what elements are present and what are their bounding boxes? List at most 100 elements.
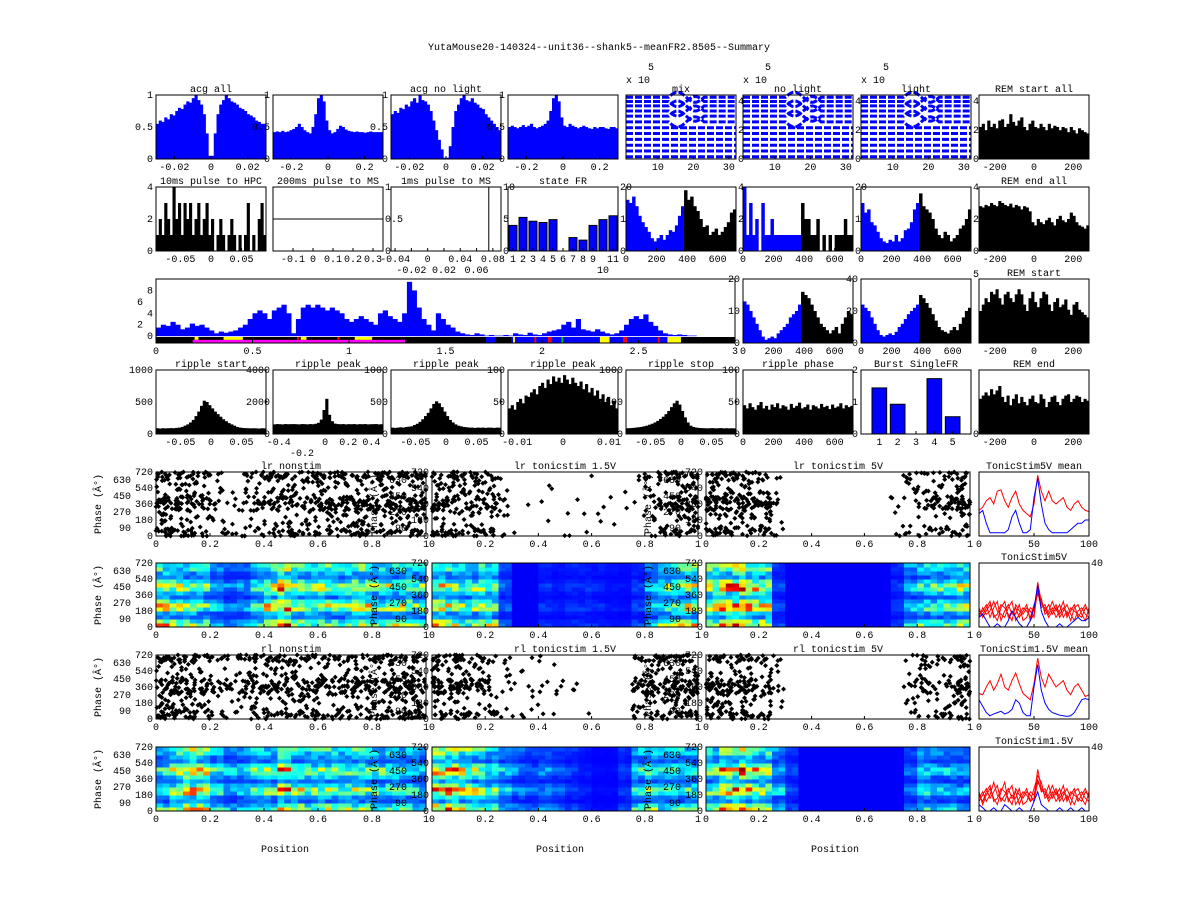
histogram-bar (671, 231, 676, 251)
histogram-bar (322, 410, 326, 434)
plot-frame (272, 186, 384, 252)
heatmap-cell (844, 563, 852, 568)
bar (548, 219, 558, 252)
heatmap-cell (210, 611, 218, 616)
histogram-bar (1056, 298, 1060, 343)
heatmap-cell (897, 563, 905, 568)
spike-point (305, 479, 311, 485)
heatmap-cell (525, 587, 533, 592)
spike-point (304, 495, 310, 501)
spike-point (163, 526, 169, 532)
histogram-bar (399, 427, 403, 434)
figure-title: YutaMouse20-140324--unit36--shank5--mean… (428, 42, 770, 54)
heatmap-cell (831, 567, 839, 572)
histogram-bar (1001, 203, 1005, 251)
histogram-bar (810, 304, 814, 343)
heatmap-cell (778, 595, 786, 600)
y-axis-label: Phase (Â°) (367, 474, 381, 534)
spike-point (717, 530, 723, 536)
spike-point (248, 516, 254, 522)
heatmap-cell (712, 575, 720, 580)
histogram-bar (990, 389, 994, 434)
spike-point (713, 494, 719, 500)
histogram-bar (615, 128, 619, 159)
y-tick-label: 270 (113, 599, 131, 610)
y-tick-label: 0 (264, 430, 270, 441)
heatmap-cell (458, 607, 466, 612)
heatmap-cell (505, 615, 513, 620)
histogram-bar (393, 111, 397, 159)
heatmap-cell (498, 615, 506, 620)
histogram-bar (535, 128, 539, 159)
spike-point (470, 512, 476, 518)
spike-point (358, 526, 364, 532)
heatmap-cell (871, 563, 879, 568)
heatmap-cell (250, 567, 258, 572)
histogram-bar (1078, 128, 1082, 159)
spike-point (709, 506, 715, 512)
histogram-bar (300, 307, 306, 337)
spike-point (325, 485, 331, 491)
heatmap-cell (584, 583, 593, 588)
heatmap-cell (189, 595, 197, 600)
heatmap-cell (752, 615, 760, 620)
heatmap-cell (471, 563, 480, 568)
heatmap-cell (765, 599, 773, 604)
heatmap-cell (611, 603, 619, 608)
heatmap-cell (338, 567, 346, 572)
heatmap-cell (857, 607, 865, 612)
heatmap-cell (791, 595, 799, 600)
heatmap-cell (611, 611, 619, 616)
spike-point (294, 512, 300, 518)
y-tick-label: 2 (738, 126, 744, 137)
heatmap-cell (950, 607, 958, 612)
heatmap-cell (558, 615, 566, 620)
heatmap-cell (772, 591, 780, 596)
heatmap-cell (917, 595, 925, 600)
heatmap-cell (923, 591, 931, 596)
heatmap-cell (930, 579, 938, 584)
histogram-bar (791, 314, 796, 343)
heatmap-cell (351, 595, 359, 600)
histogram-bar (1003, 127, 1007, 159)
spike-point (398, 472, 404, 478)
histogram-bar (943, 231, 947, 251)
histogram-bar (413, 425, 417, 434)
histogram-bar (1031, 120, 1035, 159)
heatmap-cell (345, 567, 353, 572)
histogram-bar (1067, 219, 1071, 251)
histogram-bar (1064, 299, 1068, 343)
heatmap-cell (471, 607, 480, 612)
heatmap-cell (798, 575, 806, 580)
histogram-bar (211, 408, 215, 434)
heatmap-cell (538, 575, 546, 580)
histogram-bar (156, 235, 160, 251)
bar (598, 219, 608, 252)
heatmap-cell (851, 599, 859, 604)
heatmap-cell (765, 563, 773, 568)
heatmap-cell (345, 619, 353, 624)
heatmap-cell (551, 563, 559, 568)
y-tick-label: 630 (389, 567, 407, 578)
heatmap-cell (491, 563, 499, 568)
heatmap-cell (604, 607, 613, 612)
y-tick-label: 0 (423, 623, 429, 634)
heatmap-cell (291, 595, 299, 600)
histogram-bar (257, 121, 261, 159)
heatmap-cell (358, 571, 366, 576)
spike-point (397, 507, 403, 513)
x-tick-label: 0.4 (529, 540, 547, 551)
histogram-bar (175, 427, 179, 434)
heatmap-cell (438, 603, 446, 608)
heatmap-cell (963, 595, 971, 600)
heatmap-cell (884, 619, 892, 624)
heatmap-cell (732, 591, 740, 596)
histogram-bar (448, 146, 452, 159)
histogram-bar (1056, 219, 1060, 251)
heatmap-cell (732, 595, 740, 600)
histogram-bar (864, 307, 868, 343)
spike-point (242, 525, 248, 531)
heatmap-cell (183, 571, 191, 576)
